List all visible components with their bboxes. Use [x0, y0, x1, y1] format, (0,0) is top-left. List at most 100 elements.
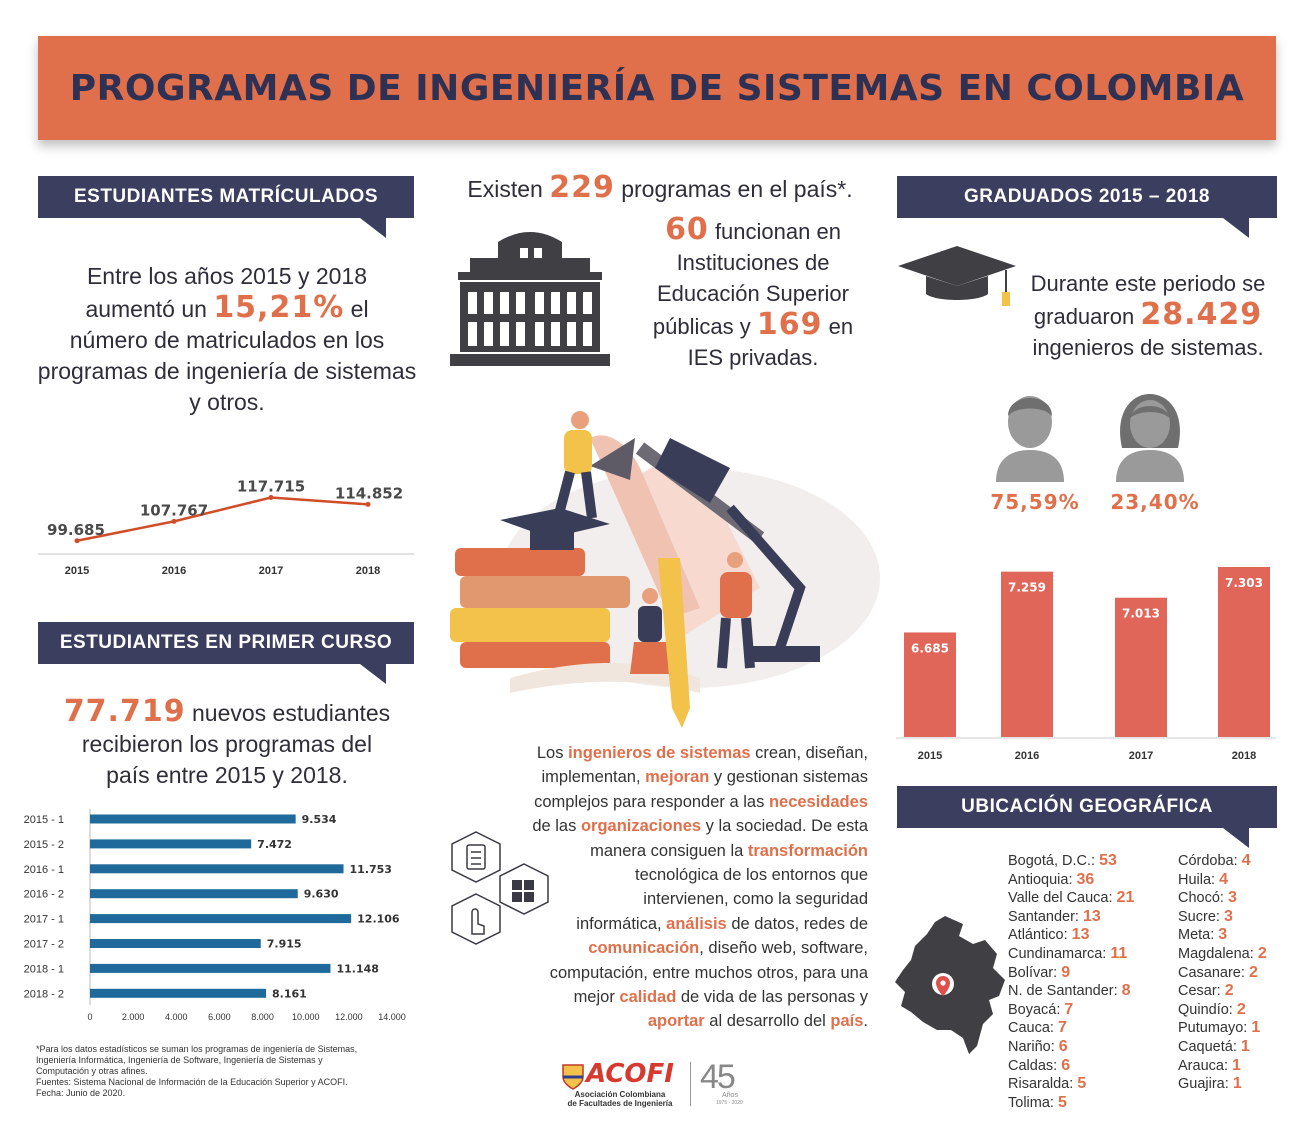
category-label: 2018 - 1 — [24, 963, 64, 975]
anniversary-range: 1975 - 2020 — [716, 1100, 743, 1106]
department-name: Sucre: — [1178, 908, 1224, 925]
department-count: 6 — [1058, 1037, 1068, 1055]
department-count: 3 — [1227, 889, 1237, 907]
section-title: UBICACIÓN GEOGRÁFICA — [961, 796, 1213, 817]
growth-percent: 15,21% — [213, 290, 345, 325]
text-fragment: y la sociedad. De esta — [705, 817, 868, 836]
text-fragment: funcionan en — [714, 219, 841, 244]
text-fragment: . — [863, 1012, 868, 1031]
graduates-total: 28.429 — [1140, 297, 1263, 332]
bar-value-label: 8.161 — [272, 987, 307, 1000]
hexagon-icons — [451, 831, 549, 945]
text-line: intervienen, como la seguridad — [643, 890, 868, 909]
data-point — [365, 501, 371, 507]
department-name: Magdalena: — [1178, 945, 1258, 962]
text-line: país entre 2015 y 2018. — [106, 762, 348, 788]
highlight: análisis — [666, 914, 727, 933]
department-name: Casanare: — [1178, 964, 1249, 981]
department-name: Arauca: — [1178, 1057, 1232, 1074]
geo-list-item: Casanare: 2 — [1178, 964, 1288, 983]
department-name: Quindío: — [1178, 1001, 1237, 1018]
text-line: recibieron los programas del — [81, 731, 373, 757]
bar-value-label: 7.259 — [1008, 581, 1046, 595]
highlight: país — [830, 1012, 864, 1031]
page-title: PROGRAMAS DE INGENIERÍA DE SISTEMAS EN C… — [69, 67, 1245, 109]
category-label: 2015 - 1 — [24, 814, 64, 826]
programs-total-text: Existen 229 programas en el país*. — [440, 172, 880, 205]
geo-list-item: Quindío: 2 — [1178, 1001, 1288, 1020]
geo-list-item: Guajira: 1 — [1178, 1075, 1288, 1094]
department-count: 13 — [1071, 926, 1090, 944]
text-line: tecnológica de los entornos que — [635, 866, 868, 885]
text-line: Educación Superior — [656, 281, 849, 306]
geo-list-item: Cesar: 2 — [1178, 982, 1288, 1001]
department-name: Putumayo: — [1178, 1020, 1252, 1037]
data-label: 99.685 — [47, 521, 105, 539]
text-line: comunicación, diseño web, software, — [476, 936, 868, 960]
department-count: 5 — [1057, 1093, 1067, 1111]
checklist-icon — [451, 831, 501, 883]
university-building-icon — [450, 232, 610, 366]
category-label: 2015 - 2 — [24, 839, 64, 851]
bar — [90, 864, 344, 874]
acofi-subtitle-line: Asociación Colombiana — [574, 1090, 666, 1099]
data-point — [74, 538, 80, 544]
geo-list-item: Arauca: 1 — [1178, 1057, 1288, 1076]
text-line: programas de ingeniería de sistemas — [37, 358, 417, 384]
geo-list-item: Antioquia: 36 — [1008, 871, 1178, 890]
department-name: Cundinamarca: — [1008, 945, 1111, 962]
bar — [1218, 567, 1270, 737]
department-count: 3 — [1218, 926, 1228, 944]
geo-list-item: Córdoba: 4 — [1178, 852, 1288, 871]
x-tick-label: 2017 — [1129, 750, 1153, 762]
text-fragment: nuevos estudiantes — [191, 700, 391, 726]
geo-list-item: Magdalena: 2 — [1178, 945, 1288, 964]
acofi-wordmark: ACOFI — [586, 1059, 674, 1089]
private-programs-count: 169 — [756, 307, 823, 342]
department-name: Cesar: — [1178, 983, 1225, 1000]
geo-list-item: Santander: 13 — [1008, 908, 1178, 927]
department-name: Caldas: — [1008, 1057, 1062, 1074]
new-students-count: 77.719 — [63, 694, 186, 729]
highlight: ingenieros de sistemas — [568, 744, 751, 762]
colombia-map — [895, 916, 1005, 1054]
bar — [90, 939, 261, 948]
bar-value-label: 11.148 — [336, 962, 378, 975]
geo-list-item: Meta: 3 — [1178, 926, 1288, 945]
bar-value-label: 12.106 — [357, 913, 400, 926]
section-title: ESTUDIANTES MATRÍCULADOS — [73, 186, 379, 207]
department-count: 3 — [1223, 907, 1233, 925]
geo-list-item: Boyacá: 7 — [1008, 1001, 1178, 1020]
x-tick-label: 14.000 — [378, 1012, 406, 1022]
section-title: ESTUDIANTES EN PRIMER CURSO — [59, 632, 393, 653]
footnote-line: Ingeniería Informática, Ingeniería de So… — [36, 1055, 323, 1065]
bar — [90, 963, 331, 973]
department-count: 8 — [1121, 982, 1131, 1000]
bar — [904, 632, 956, 737]
department-count: 4 — [1241, 852, 1251, 869]
highlight: aportar — [647, 1012, 705, 1031]
department-count: 1 — [1232, 1056, 1241, 1074]
department-name: Tolima: — [1008, 1094, 1058, 1111]
department-count: 1 — [1240, 1037, 1250, 1055]
department-name: Guajira: — [1178, 1076, 1233, 1093]
department-name: Chocó: — [1178, 890, 1228, 907]
bar-value-label: 7.303 — [1225, 576, 1263, 590]
text-line: públicas y 169 en — [618, 309, 888, 342]
male-percent: 75,59% — [990, 490, 1080, 514]
text-fragment: mejor — [573, 988, 615, 1007]
programs-split-text: 60 funcionan en Instituciones de Educaci… — [618, 214, 888, 373]
department-name: Meta: — [1178, 927, 1219, 944]
acofi-subtitle: Asociación Colombiana de Facultades de I… — [550, 1090, 690, 1108]
department-count: 36 — [1076, 870, 1095, 888]
bar — [90, 839, 252, 849]
x-tick-label: 2018 — [356, 565, 380, 577]
text-line: ingenieros de sistemas. — [1032, 335, 1264, 360]
x-tick-label: 2015 — [918, 750, 942, 762]
department-count: 7 — [1057, 1019, 1067, 1037]
department-count: 2 — [1224, 982, 1234, 1000]
primer-curso-text: 77.719 nuevos estudiantes recibieron los… — [22, 696, 432, 791]
text-line: Entre los años 2015 y 2018 — [86, 263, 368, 289]
text-fragment: públicas y — [652, 314, 751, 339]
text-fragment: Existen — [467, 176, 543, 202]
